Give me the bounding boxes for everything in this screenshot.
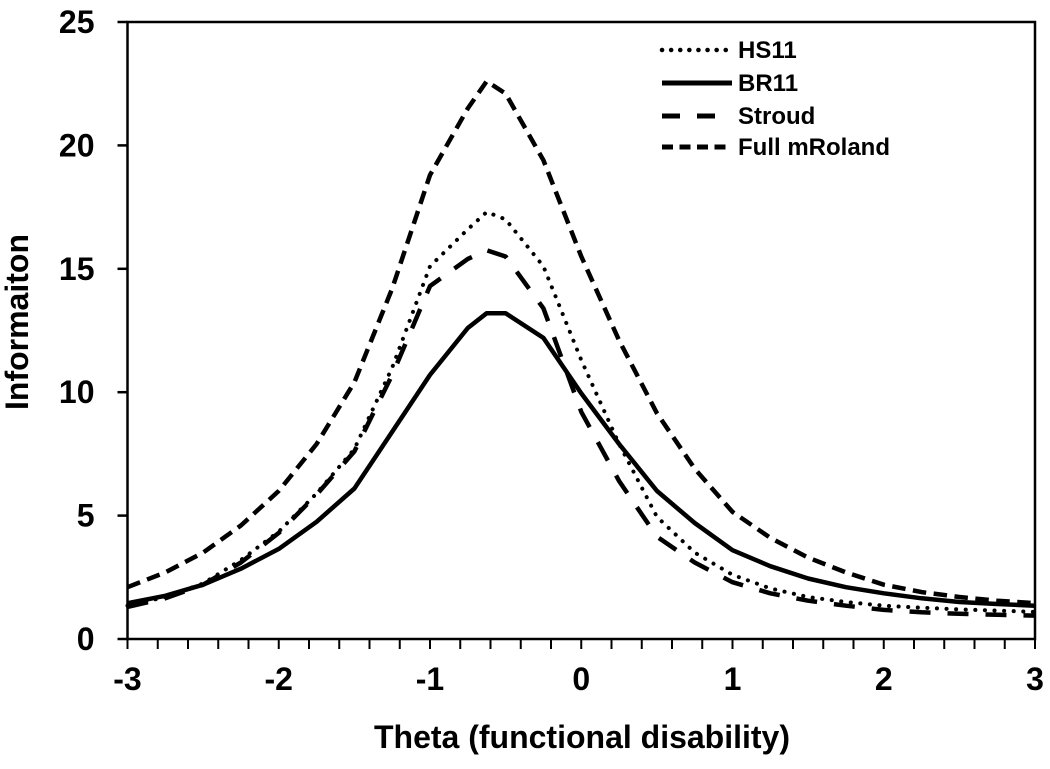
- y-tick-label: 0: [77, 621, 95, 657]
- x-tick-label: 2: [875, 661, 893, 697]
- x-tick-label: 0: [572, 661, 590, 697]
- y-tick-label: 20: [59, 127, 95, 163]
- legend-label: BR11: [738, 70, 798, 97]
- series-line-stroud: [127, 248, 1036, 618]
- series-layer: [125, 78, 1037, 618]
- x-tick-label: -2: [265, 661, 293, 697]
- series-line-full-mroland: [126, 78, 1036, 606]
- x-tick-label: 3: [1026, 661, 1044, 697]
- y-tick-label: 15: [59, 251, 95, 287]
- legend-label: Stroud: [738, 103, 815, 130]
- y-axis-title: Informaiton: [0, 234, 35, 410]
- x-tick-label: 1: [724, 661, 742, 697]
- x-axis-title: Theta (functional disability): [374, 719, 790, 755]
- x-tick-label: -1: [416, 661, 444, 697]
- legend-label: Full mRoland: [738, 134, 890, 161]
- series-line-hs11: [125, 210, 1037, 614]
- axes-layer: 0 5 10 15 20 25 -3 -2 -1 0 1 2 3: [59, 4, 1044, 697]
- plot-border: [126, 20, 1037, 641]
- x-tick-label: -3: [113, 661, 141, 697]
- y-tick-label: 5: [77, 498, 95, 534]
- legend-layer: HS11 BR11 Stroud Full mRoland: [659, 37, 890, 161]
- y-tick-label: 25: [59, 4, 95, 40]
- legend-label: HS11: [738, 37, 797, 64]
- series-line-br11: [127, 310, 1036, 608]
- y-tick-label: 10: [59, 374, 95, 410]
